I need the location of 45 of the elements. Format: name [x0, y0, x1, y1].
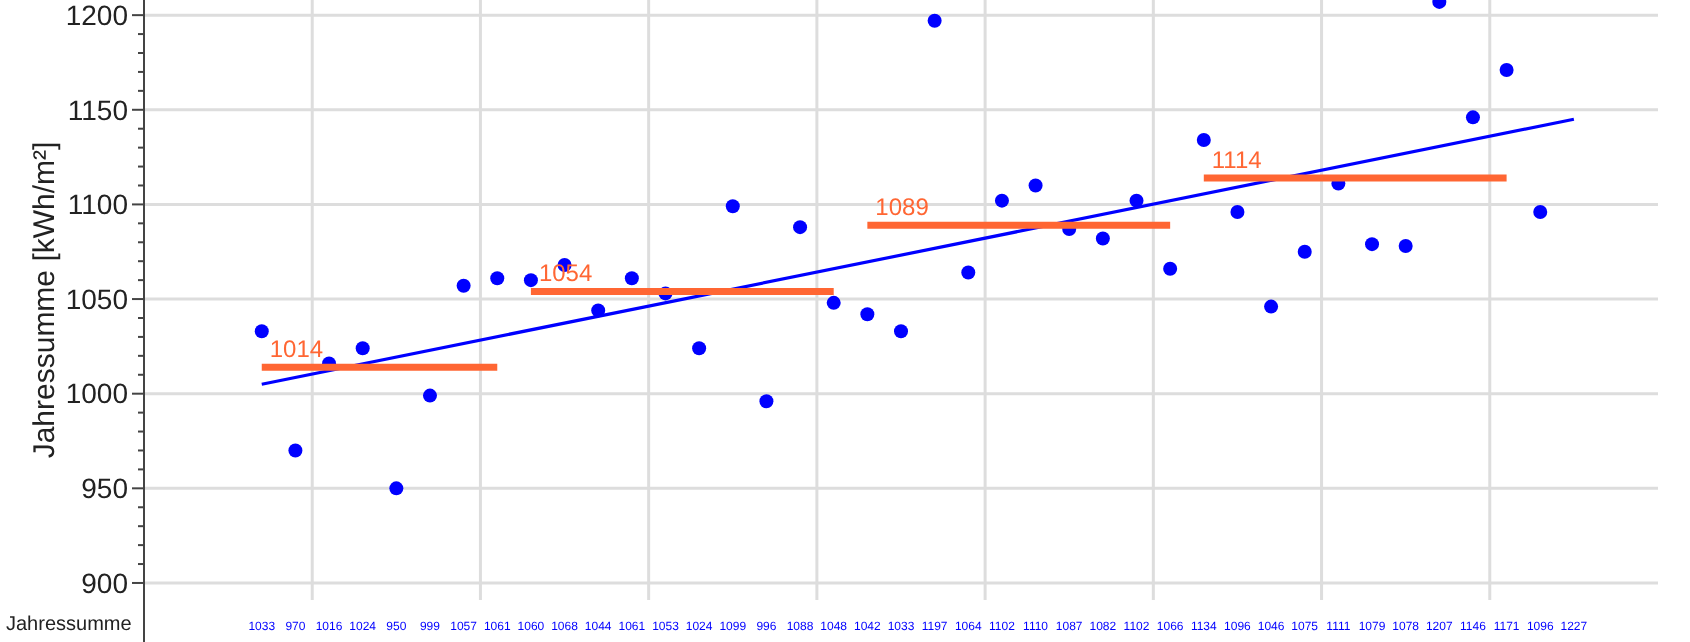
point [1297, 244, 1312, 259]
point [1028, 178, 1043, 193]
point [422, 388, 437, 403]
point [1095, 231, 1110, 246]
point [523, 273, 538, 288]
point [927, 13, 942, 28]
point [1129, 193, 1144, 208]
data-label: 1089 [875, 193, 930, 222]
point [692, 341, 707, 356]
point [254, 324, 269, 339]
point [1533, 204, 1548, 219]
point [1230, 204, 1245, 219]
y-tick-label: 1150 [67, 93, 129, 126]
data-label: 1014 [269, 335, 324, 364]
data-label: 1114 [1211, 145, 1263, 174]
point [1499, 63, 1514, 78]
point [456, 278, 471, 293]
data-label: 1054 [538, 259, 593, 288]
point [490, 271, 505, 286]
y-tick-label: 1200 [65, 0, 129, 31]
point [624, 271, 639, 286]
point [1365, 237, 1380, 252]
point [793, 220, 808, 235]
point [1398, 239, 1413, 254]
y-tick-label: 900 [81, 566, 129, 599]
point [961, 265, 976, 280]
text: Jahressumme [6, 614, 133, 636]
y-tick-label: 1050 [65, 282, 129, 315]
y-tick-label: 950 [81, 472, 129, 505]
y-tick-label: 1000 [65, 377, 129, 410]
point [389, 481, 404, 496]
point [725, 199, 740, 214]
y-tick-label: 1100 [67, 188, 129, 221]
point [1264, 299, 1279, 314]
point [826, 295, 841, 310]
point [994, 193, 1009, 208]
point [894, 324, 908, 339]
point [759, 394, 774, 409]
point [1465, 110, 1480, 125]
y-axis-title: Jahressumme [kWh/m²] [28, 141, 62, 459]
point [860, 307, 875, 322]
point [288, 443, 303, 458]
point [1163, 261, 1178, 276]
point [355, 341, 370, 356]
point [1196, 133, 1211, 148]
